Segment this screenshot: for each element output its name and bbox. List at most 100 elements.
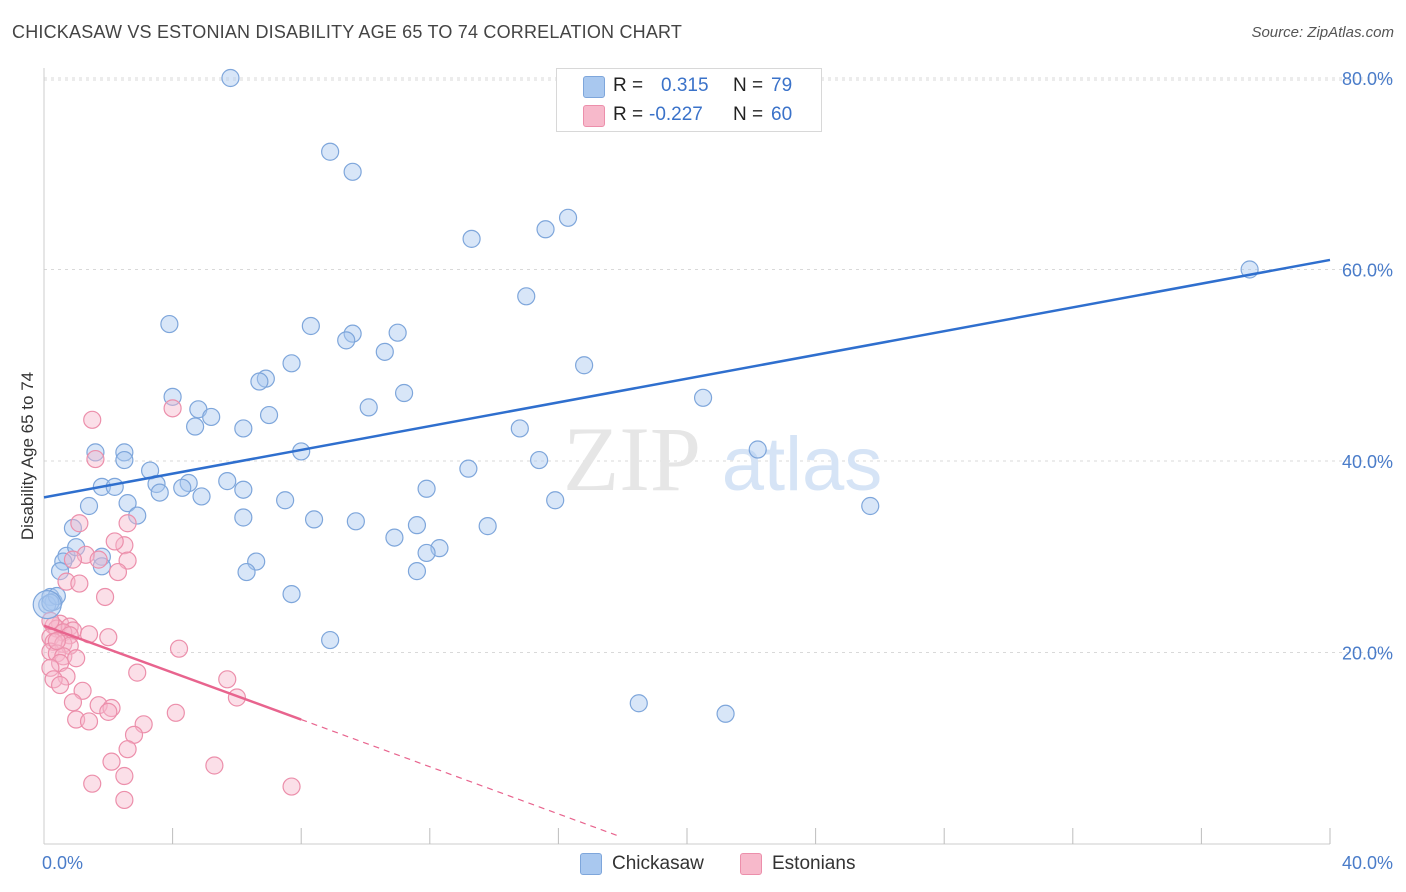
chickasaw-point <box>343 162 362 181</box>
chickasaw-point <box>301 316 320 336</box>
chickasaw-point <box>250 372 269 391</box>
chickasaw-point <box>337 331 356 350</box>
source-label: Source: ZipAtlas.com <box>1251 24 1394 41</box>
chickasaw-point <box>192 487 211 506</box>
chickasaw-trend-line <box>43 258 1331 499</box>
chickasaw-point <box>160 314 179 334</box>
x-tick-label: 0.0% <box>42 853 83 873</box>
estonians-point <box>128 663 147 682</box>
chickasaw-point <box>79 496 99 516</box>
legend-row-chickasaw: R = 0.315 N = 79 <box>557 71 821 101</box>
chickasaw-point <box>282 584 301 604</box>
legend-r-value: -0.227 <box>649 104 703 125</box>
estonians-point <box>70 574 89 593</box>
chickasaw-point <box>629 694 648 713</box>
y-tick-label: 20.0% <box>1342 644 1393 664</box>
y-axis-title: Disability Age 65 to 74 <box>18 372 37 540</box>
estonians-point <box>63 693 83 712</box>
chickasaw-point <box>861 496 880 516</box>
estonians-point <box>41 658 60 677</box>
chickasaw-point <box>304 510 324 529</box>
legend-n-label: N = <box>733 104 764 125</box>
chickasaw-point <box>173 478 192 497</box>
chickasaw-point <box>221 68 240 88</box>
chickasaw-point <box>237 562 256 582</box>
chickasaw-point <box>359 398 378 417</box>
legend-swatch-blue <box>583 76 605 98</box>
x-tick-label: 40.0% <box>1342 853 1393 873</box>
estonians-trend-extension <box>300 718 620 837</box>
chickasaw-point <box>385 528 404 547</box>
watermark-atlas: atlas <box>722 422 883 507</box>
y-tick-label: 60.0% <box>1342 261 1393 281</box>
estonians-point <box>67 649 86 668</box>
legend-swatch-pink <box>583 105 605 127</box>
estonians-point <box>118 514 137 533</box>
chickasaw-point <box>716 704 735 723</box>
chart-title: CHICKASAW VS ESTONIAN DISABILITY AGE 65 … <box>12 22 683 42</box>
chickasaw-point <box>388 323 407 342</box>
chickasaw-point <box>407 516 427 535</box>
estonians-point <box>70 514 89 533</box>
chickasaw-point <box>234 480 253 499</box>
estonians-point <box>86 449 105 469</box>
chickasaw-point <box>105 477 124 496</box>
chickasaw-point <box>748 440 767 459</box>
chickasaw-point <box>218 472 237 491</box>
estonians-point <box>89 550 108 569</box>
legend-r-label: R = <box>613 75 644 96</box>
chickasaw-point <box>536 220 555 239</box>
chickasaw-point <box>321 630 340 650</box>
chickasaw-point <box>234 508 253 527</box>
chickasaw-point <box>86 443 105 462</box>
chickasaw-point <box>259 405 279 425</box>
estonians-point <box>166 703 185 722</box>
chickasaw-point <box>375 342 394 361</box>
chickasaw-point <box>92 547 111 566</box>
chickasaw-point <box>234 419 253 438</box>
chickasaw-point <box>478 517 497 536</box>
watermark-zip: ZIP <box>563 408 701 510</box>
chickasaw-point <box>186 417 205 436</box>
estonians-point <box>163 399 182 418</box>
chickasaw-point <box>276 491 295 510</box>
estonians-trend-line <box>43 624 302 721</box>
chickasaw-point <box>321 142 340 161</box>
chickasaw-point <box>32 590 62 620</box>
chickasaw-point <box>202 407 221 427</box>
legend-n-value: 60 <box>771 104 793 125</box>
chickasaw-point <box>394 383 414 403</box>
trend-lines <box>43 258 1331 837</box>
chickasaw-point <box>50 562 70 581</box>
estonians-point <box>47 631 66 651</box>
estonians-point <box>118 740 137 759</box>
estonians-point <box>102 752 121 771</box>
chickasaw-point <box>118 494 137 513</box>
chickasaw-point <box>546 491 565 510</box>
chickasaw-point <box>282 354 301 373</box>
estonians-point <box>115 790 134 810</box>
chickasaw-point <box>510 419 529 438</box>
legend-r-label: R = <box>613 104 644 125</box>
chickasaw-point <box>417 479 436 498</box>
chickasaw-point <box>575 356 594 375</box>
chickasaw-point <box>346 512 365 531</box>
bottom-legend-label: Estonians <box>772 853 856 874</box>
bottom-legend-swatch-blue <box>580 853 602 875</box>
chickasaw-point <box>417 543 436 563</box>
estonians-point <box>282 777 301 796</box>
y-tick-label: 40.0% <box>1342 452 1393 472</box>
estonians-point <box>205 756 224 775</box>
legend-r-value: 0.315 <box>661 75 709 96</box>
estonians-point <box>105 532 124 551</box>
chickasaw-point <box>530 450 549 470</box>
estonians-point <box>115 766 134 786</box>
y-tick-label: 80.0% <box>1342 69 1393 89</box>
estonians-point <box>83 410 102 429</box>
stats-legend: R = 0.315 N = 79 R = -0.227 N = 60 <box>556 68 822 132</box>
chickasaw-point <box>558 208 578 227</box>
chickasaw-point <box>115 443 134 462</box>
estonians-point <box>169 639 189 658</box>
bottom-legend-label: Chickasaw <box>612 853 704 874</box>
